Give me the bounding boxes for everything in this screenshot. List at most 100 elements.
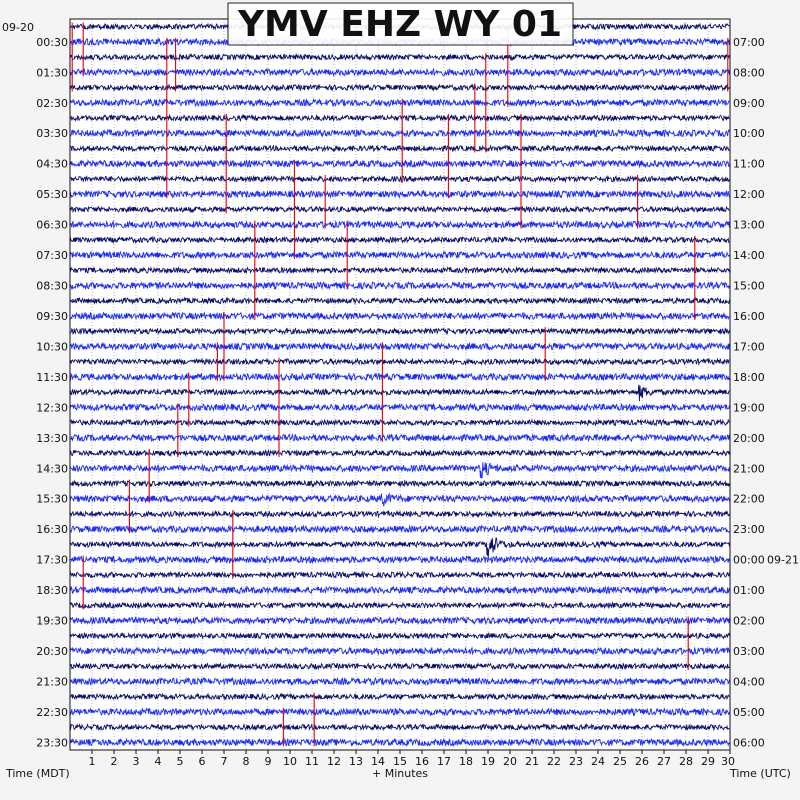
- right-time-label: 12:00: [733, 188, 765, 201]
- trace-row: [69, 341, 730, 352]
- right-time-label: 06:00: [733, 736, 765, 749]
- x-tick-label: 1: [89, 755, 96, 768]
- x-tick-label: 22: [547, 755, 561, 768]
- trace-row: [69, 235, 730, 245]
- x-tick-label: 9: [265, 755, 272, 768]
- right-time-label: 09:00: [733, 97, 765, 110]
- trace-row: [69, 97, 730, 108]
- chart-title: YMV EHZ WY 01: [237, 4, 562, 45]
- right-time-label: 23:00: [733, 523, 765, 536]
- trace-row: [69, 418, 730, 427]
- trace-row: [69, 615, 730, 626]
- right-time-label: 02:00: [733, 615, 765, 628]
- x-tick-label: 14: [371, 755, 385, 768]
- right-time-label: 22:00: [733, 493, 765, 506]
- x-axis-ticks: 1 2 3 4 5 6 7 8 9 10 11 12 13 14 15 16 17 18 19 20 21 22 23 24 2…: [89, 750, 735, 768]
- trace-row: [69, 524, 730, 534]
- trace-row: [69, 384, 730, 402]
- seismic-traces: [69, 22, 730, 748]
- x-tick-label: 30: [721, 755, 735, 768]
- x-tick-label: 4: [155, 755, 162, 768]
- trace-row: [69, 311, 730, 321]
- x-axis-label: + Minutes: [372, 767, 428, 780]
- right-time-label: 16:00: [733, 310, 765, 323]
- left-time-label: 15:30: [36, 493, 68, 506]
- right-time-label: 00:00: [733, 554, 765, 567]
- trace-row: [69, 372, 730, 382]
- left-time-label: 06:30: [36, 219, 68, 232]
- right-time-label: 17:00: [733, 340, 765, 353]
- right-time-label: 03:00: [733, 645, 765, 658]
- trace-row: [69, 631, 730, 640]
- right-time-label: 18:00: [733, 371, 765, 384]
- left-time-label: 10:30: [36, 340, 68, 353]
- trace-row: [69, 52, 730, 62]
- trace-row: [69, 402, 730, 412]
- title-box: YMV EHZ WY 01: [227, 2, 574, 46]
- x-tick-label: 28: [679, 755, 693, 768]
- x-tick-label: 7: [221, 755, 228, 768]
- trace-row: [69, 296, 730, 306]
- trace-row: [69, 432, 730, 443]
- left-axis-label: Time (MDT): [5, 767, 70, 780]
- trace-row: [69, 737, 730, 748]
- x-tick-label: 26: [635, 755, 649, 768]
- trace-row: [69, 265, 730, 275]
- left-time-label: 13:30: [36, 432, 68, 445]
- trace-row: [69, 219, 730, 230]
- trace-row: [69, 250, 730, 260]
- left-time-label: 22:30: [36, 706, 68, 719]
- trace-row: [69, 570, 730, 580]
- x-tick-label: 18: [459, 755, 473, 768]
- right-time-label: 01:00: [733, 584, 765, 597]
- right-time-label: 21:00: [733, 462, 765, 475]
- x-tick-label: 3: [133, 755, 140, 768]
- trace-row: [69, 585, 730, 595]
- x-tick-label: 11: [305, 755, 319, 768]
- trace-row: [69, 692, 730, 701]
- left-time-label: 17:30: [36, 554, 68, 567]
- x-tick-label: 2: [111, 755, 118, 768]
- x-tick-label: 8: [243, 755, 250, 768]
- x-tick-label: 12: [327, 755, 341, 768]
- x-tick-label: 27: [657, 755, 671, 768]
- left-time-label: 09:30: [36, 310, 68, 323]
- right-time-label: 14:00: [733, 249, 765, 262]
- left-time-label: 23:30: [36, 736, 68, 749]
- trace-row: [69, 676, 730, 687]
- right-time-label: 15:00: [733, 280, 765, 293]
- minute-gridlines: [91, 19, 709, 750]
- trace-row: [69, 83, 730, 92]
- left-time-label: 20:30: [36, 645, 68, 658]
- right-time-label: 07:00: [733, 36, 765, 49]
- trace-row: [69, 174, 730, 184]
- trace-row: [69, 113, 730, 123]
- right-time-label: 08:00: [733, 66, 765, 79]
- x-tick-label: 17: [437, 755, 451, 768]
- trace-row: [69, 448, 730, 458]
- x-tick-label: 24: [591, 755, 605, 768]
- trace-row: [69, 509, 730, 519]
- x-tick-label: 15: [393, 755, 407, 768]
- right-date-label: 09-21: [767, 554, 799, 567]
- trace-row: [69, 144, 730, 153]
- trace-row: [69, 554, 730, 565]
- left-time-label: 16:30: [36, 523, 68, 536]
- left-time-label: 00:30: [36, 36, 68, 49]
- left-time-label: 12:30: [36, 401, 68, 414]
- left-time-label: 08:30: [36, 280, 68, 293]
- trace-row: [69, 707, 730, 717]
- trace-row: [69, 646, 730, 656]
- right-time-label: 10:00: [733, 127, 765, 140]
- left-time-label: 02:30: [36, 97, 68, 110]
- left-time-label: 04:30: [36, 158, 68, 171]
- right-axis-label: Time (UTC): [729, 767, 791, 780]
- left-time-label: 21:30: [36, 675, 68, 688]
- right-time-label: 04:00: [733, 675, 765, 688]
- x-tick-label: 6: [199, 755, 206, 768]
- left-time-label: 07:30: [36, 249, 68, 262]
- x-tick-label: 13: [349, 755, 363, 768]
- x-tick-label: 25: [613, 755, 627, 768]
- x-tick-label: 19: [481, 755, 495, 768]
